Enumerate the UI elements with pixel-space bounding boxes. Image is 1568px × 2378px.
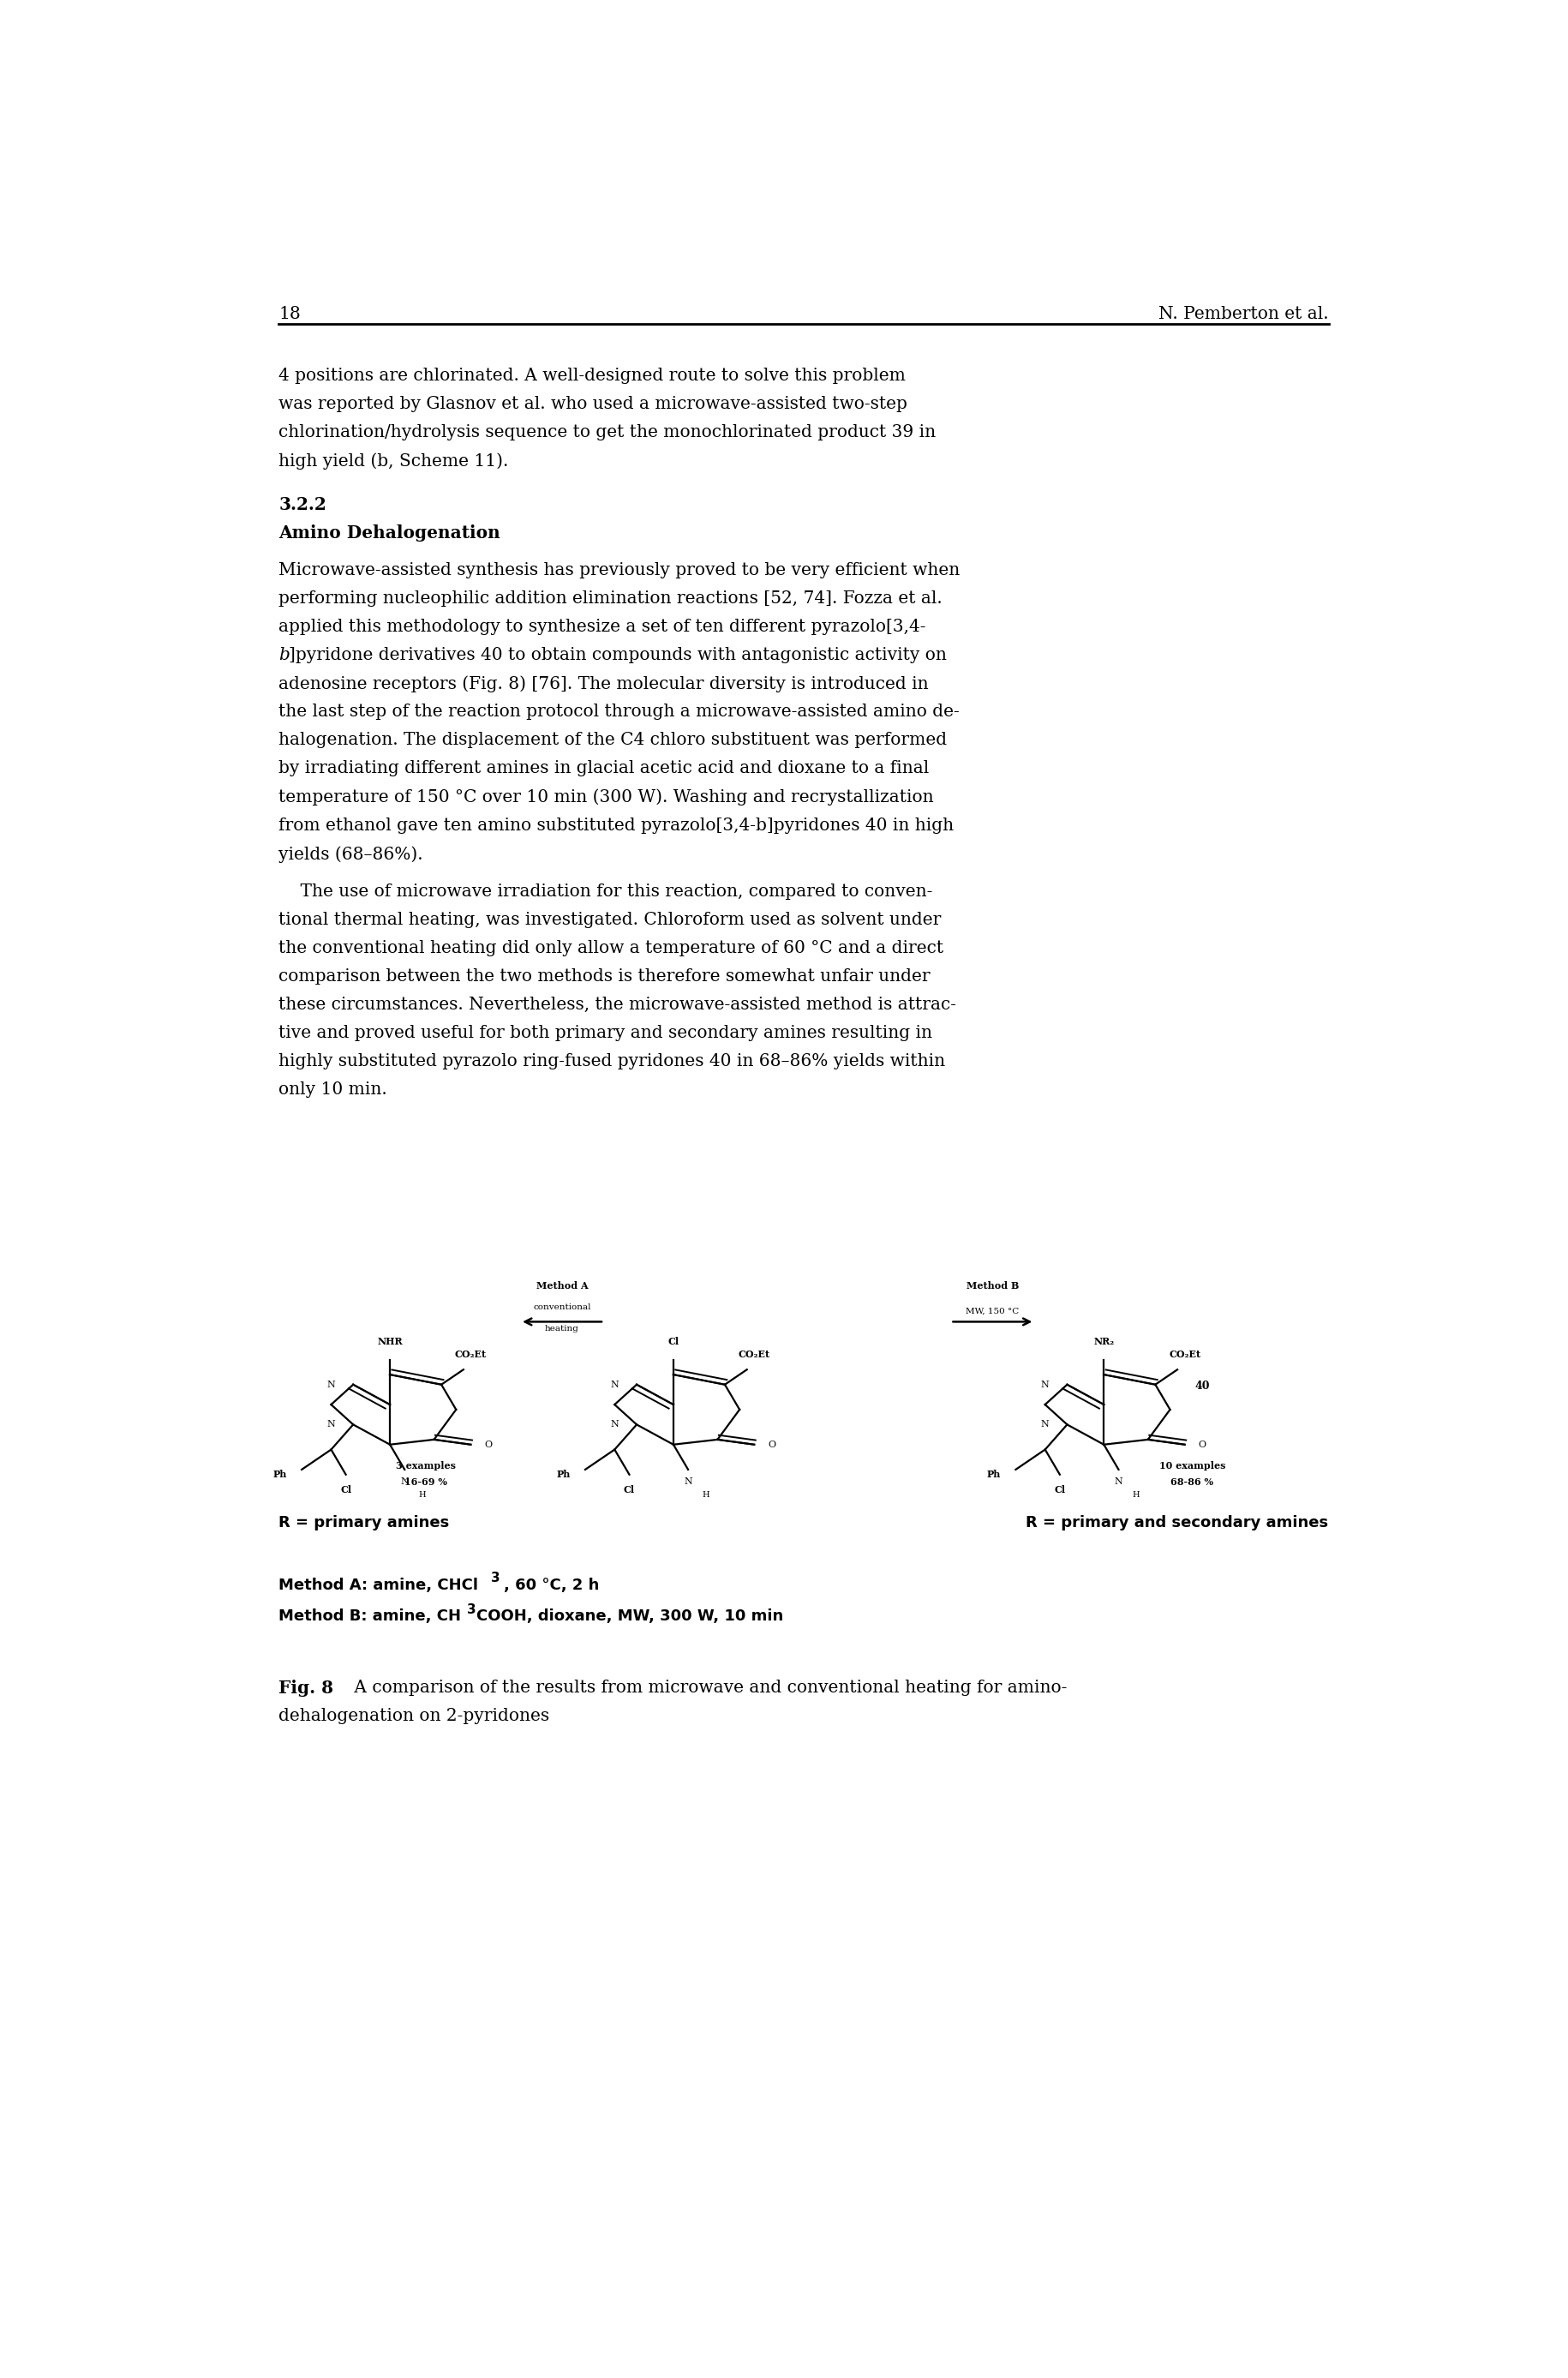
Text: the last step of the reaction protocol through a microwave-assisted amino de-: the last step of the reaction protocol t… <box>279 704 960 721</box>
Text: 18: 18 <box>279 307 301 321</box>
Text: halogenation. The displacement of the C4 chloro substituent was performed: halogenation. The displacement of the C4… <box>279 732 947 749</box>
Text: Microwave-assisted synthesis has previously proved to be very efficient when: Microwave-assisted synthesis has previou… <box>279 561 960 578</box>
Text: applied this methodology to synthesize a set of ten different pyrazolo[3,4-: applied this methodology to synthesize a… <box>279 618 927 635</box>
Text: 3: 3 <box>467 1603 477 1617</box>
Text: Method B: amine, CH: Method B: amine, CH <box>279 1608 461 1624</box>
Text: performing nucleophilic addition elimination reactions [52, 74]. Fozza et al.: performing nucleophilic addition elimina… <box>279 590 942 606</box>
Text: ]pyridone derivatives 40 to obtain compounds with antagonistic activity on: ]pyridone derivatives 40 to obtain compo… <box>289 647 947 663</box>
Text: by irradiating different amines in glacial acetic acid and dioxane to a final: by irradiating different amines in glaci… <box>279 761 930 778</box>
Text: dehalogenation on 2-pyridones: dehalogenation on 2-pyridones <box>279 1707 549 1724</box>
Text: , 60 °C, 2 h: , 60 °C, 2 h <box>503 1577 599 1593</box>
Text: chlorination/hydrolysis sequence to get the monochlorinated product 39 in: chlorination/hydrolysis sequence to get … <box>279 426 936 440</box>
Text: the conventional heating did only allow a temperature of 60 °C and a direct: the conventional heating did only allow … <box>279 939 944 956</box>
Text: The use of microwave irradiation for this reaction, compared to conven-: The use of microwave irradiation for thi… <box>279 882 933 899</box>
Text: only 10 min.: only 10 min. <box>279 1082 387 1099</box>
Text: Method A: amine, CHCl: Method A: amine, CHCl <box>279 1577 478 1593</box>
Text: R = primary amines: R = primary amines <box>279 1515 450 1531</box>
Text: temperature of 150 °C over 10 min (300 W). Washing and recrystallization: temperature of 150 °C over 10 min (300 W… <box>279 789 935 806</box>
Text: COOH, dioxane, MW, 300 W, 10 min: COOH, dioxane, MW, 300 W, 10 min <box>477 1608 784 1624</box>
Text: 4 positions are chlorinated. A well-designed route to solve this problem: 4 positions are chlorinated. A well-desi… <box>279 369 906 383</box>
Text: was reported by Glasnov et al. who used a microwave-assisted two-step: was reported by Glasnov et al. who used … <box>279 397 908 411</box>
Text: A comparison of the results from microwave and conventional heating for amino-: A comparison of the results from microwa… <box>350 1679 1068 1696</box>
Text: tional thermal heating, was investigated. Chloroform used as solvent under: tional thermal heating, was investigated… <box>279 911 941 927</box>
Text: from ethanol gave ten amino substituted pyrazolo[3,4-b]pyridones 40 in high: from ethanol gave ten amino substituted … <box>279 818 953 835</box>
Text: comparison between the two methods is therefore somewhat unfair under: comparison between the two methods is th… <box>279 968 930 984</box>
Text: adenosine receptors (Fig. 8) [76]. The molecular diversity is introduced in: adenosine receptors (Fig. 8) [76]. The m… <box>279 675 928 692</box>
Text: high yield (b, Scheme 11).: high yield (b, Scheme 11). <box>279 452 508 471</box>
Text: Amino Dehalogenation: Amino Dehalogenation <box>279 523 500 542</box>
Text: these circumstances. Nevertheless, the microwave-assisted method is attrac-: these circumstances. Nevertheless, the m… <box>279 996 956 1013</box>
Text: R = primary and secondary amines: R = primary and secondary amines <box>1025 1515 1328 1531</box>
Text: yields (68–86%).: yields (68–86%). <box>279 847 423 863</box>
Text: N. Pemberton et al.: N. Pemberton et al. <box>1159 307 1328 321</box>
Text: Fig. 8: Fig. 8 <box>279 1679 334 1696</box>
Text: tive and proved useful for both primary and secondary amines resulting in: tive and proved useful for both primary … <box>279 1025 933 1042</box>
Text: 3: 3 <box>491 1572 500 1584</box>
Text: 3.2.2: 3.2.2 <box>279 497 326 514</box>
Text: b: b <box>279 647 290 663</box>
Text: highly substituted pyrazolo ring-fused pyridones 40 in 68–86% yields within: highly substituted pyrazolo ring-fused p… <box>279 1053 946 1070</box>
